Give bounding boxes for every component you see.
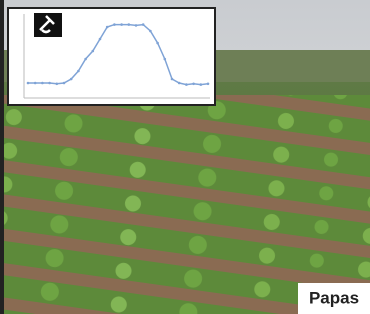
line-point: [56, 83, 59, 86]
line-point: [171, 78, 174, 81]
line-point: [156, 42, 159, 45]
line-point: [142, 23, 145, 26]
line-point: [70, 78, 73, 81]
line-point: [120, 23, 123, 26]
line-point: [84, 58, 87, 61]
line-point: [113, 23, 116, 26]
line-point: [207, 83, 210, 86]
line-point: [128, 23, 131, 26]
page: Papas (() => { const data = JSON.parse(d…: [0, 0, 370, 314]
inset-chart: [8, 8, 215, 105]
line-point: [178, 82, 181, 85]
crop-rows: [0, 95, 370, 314]
border: [0, 0, 4, 314]
line-point: [164, 58, 167, 61]
crop-label: Papas: [309, 288, 359, 307]
line-point: [77, 70, 80, 73]
photo: Papas: [0, 0, 370, 314]
line-point: [34, 82, 37, 85]
line-point: [192, 83, 195, 86]
line-point: [106, 26, 109, 29]
line-point: [63, 82, 66, 85]
line-point: [27, 82, 30, 85]
line-point: [185, 83, 188, 86]
line-point: [92, 50, 95, 53]
line-point: [99, 38, 102, 41]
line-point: [135, 24, 138, 27]
line-point: [48, 82, 51, 85]
line-point: [200, 83, 203, 86]
line-point: [41, 82, 44, 85]
line-point: [149, 30, 152, 33]
